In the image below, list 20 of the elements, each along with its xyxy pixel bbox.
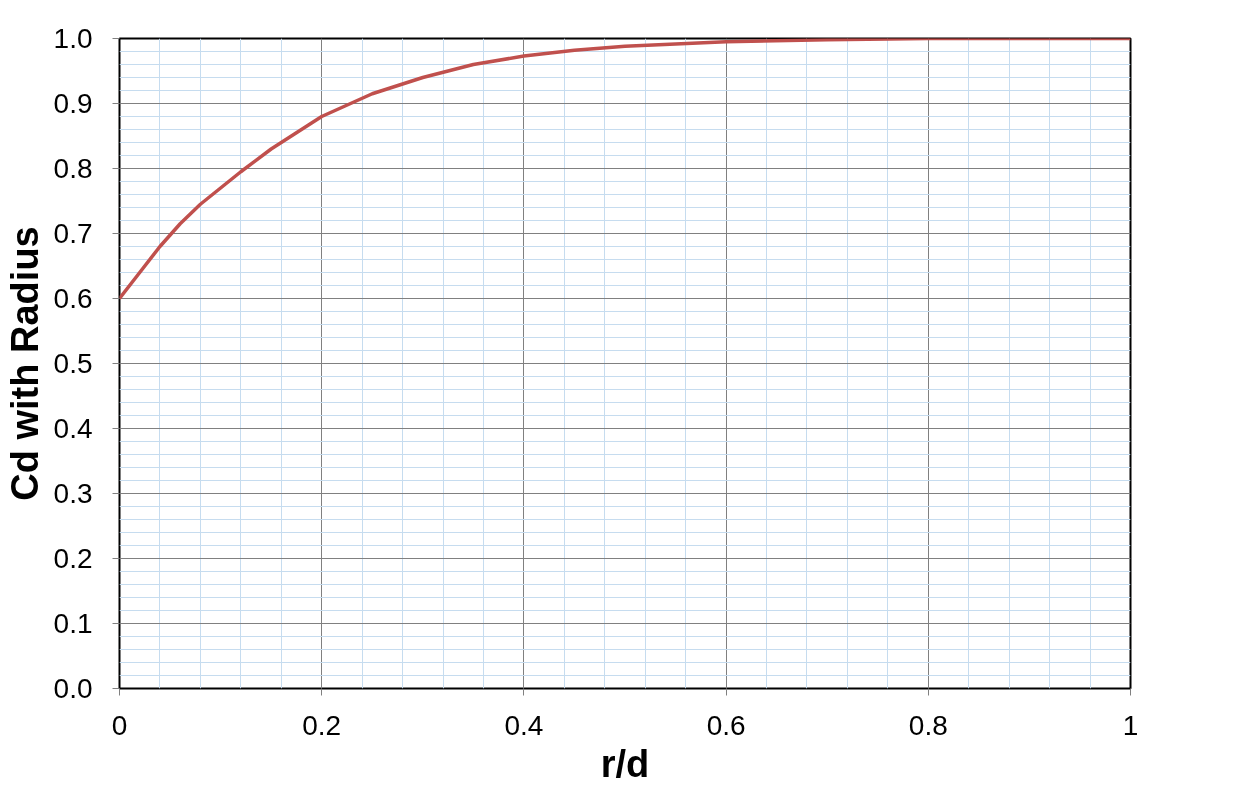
y-tick-label: 0.2 [53,543,93,574]
y-tick-label: 0.9 [53,88,93,119]
y-tick-label: 0.1 [53,608,93,639]
y-axis-title: Cd with Radius [3,226,46,501]
y-tick-label: 0.3 [53,478,93,509]
x-tick-label: 0.6 [706,709,746,741]
y-tick-label: 1.0 [53,23,93,54]
line-series [119,38,1131,301]
y-tick-label: 0.8 [53,153,93,184]
y-tick-label: 0.7 [53,218,93,249]
y-tick-label: 0.0 [53,673,93,704]
y-tick-label: 0.4 [53,413,93,444]
x-tick-label: 1 [1122,709,1139,741]
x-axis-title: r/d [600,742,650,785]
y-tick-label: 0.5 [53,348,93,379]
x-tick-label: 0.2 [302,709,342,741]
x-tick-label: 0 [111,709,128,741]
y-tick-label: 0.6 [53,283,93,314]
x-tick-label: 0.8 [908,709,948,741]
x-tick-label: 0.4 [504,709,544,741]
